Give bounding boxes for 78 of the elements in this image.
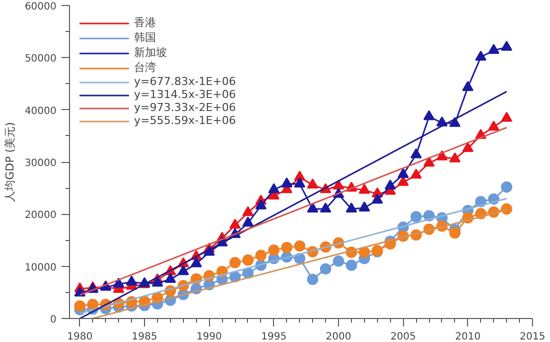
x-tick-label: 2015 xyxy=(520,332,546,342)
point xyxy=(268,183,280,194)
x-tick-label: 2010 xyxy=(455,332,481,342)
point xyxy=(294,177,306,188)
point xyxy=(320,263,332,275)
point xyxy=(500,181,512,193)
point xyxy=(488,120,500,131)
point xyxy=(410,168,422,179)
point xyxy=(488,44,500,54)
point xyxy=(423,110,435,120)
y-tick-label: 0 xyxy=(50,314,57,326)
point xyxy=(242,254,254,266)
point xyxy=(178,265,189,276)
point xyxy=(87,298,98,310)
point xyxy=(384,180,396,190)
point xyxy=(358,184,370,194)
point xyxy=(152,276,164,287)
legend-label: 台湾 xyxy=(134,60,156,75)
x-tick-label: 1990 xyxy=(196,332,222,342)
point xyxy=(346,260,358,271)
point xyxy=(346,202,358,212)
x-tick-label: 1980 xyxy=(67,332,93,342)
legend-label: 韩国 xyxy=(134,30,156,45)
point xyxy=(229,257,241,268)
x-tick-label: 2005 xyxy=(390,332,416,342)
y-tick-label: 50000 xyxy=(24,54,56,65)
point xyxy=(449,227,461,239)
point xyxy=(164,272,176,283)
point xyxy=(332,255,344,267)
point xyxy=(449,116,461,127)
point xyxy=(500,40,512,51)
legend-label: y=555.59x-1E+06 xyxy=(134,114,236,127)
x-tick-label: 1985 xyxy=(132,332,158,342)
legend-label: 新加坡 xyxy=(134,45,167,60)
point xyxy=(462,142,474,152)
point xyxy=(294,240,306,252)
y-tick-label: 20000 xyxy=(24,210,56,222)
point xyxy=(229,218,241,229)
x-tick-label: 1995 xyxy=(261,332,287,342)
y-axis-title: 人均GDP (美元) xyxy=(4,122,17,202)
point xyxy=(126,276,138,286)
point xyxy=(281,242,292,254)
legend-label: y=973.33x-2E+06 xyxy=(134,101,236,114)
point xyxy=(500,203,512,215)
legend-label: y=1314.5x-3E+06 xyxy=(134,88,236,101)
point xyxy=(372,194,383,204)
point xyxy=(306,274,318,286)
y-tick-label: 30000 xyxy=(24,158,56,169)
point xyxy=(190,257,202,268)
point xyxy=(358,201,370,212)
point xyxy=(410,148,422,158)
y-tick-label: 40000 xyxy=(24,106,56,117)
legend-label: 香港 xyxy=(134,15,156,30)
point xyxy=(112,278,124,288)
point xyxy=(242,206,254,216)
point xyxy=(358,246,370,258)
point xyxy=(462,80,474,91)
point xyxy=(410,211,422,222)
point xyxy=(74,300,86,312)
point xyxy=(242,216,254,227)
point xyxy=(281,177,292,188)
point xyxy=(268,244,280,256)
point xyxy=(449,152,461,162)
point xyxy=(320,202,332,212)
point xyxy=(423,156,435,167)
point xyxy=(500,112,512,122)
point xyxy=(332,180,344,190)
point xyxy=(255,250,267,262)
point xyxy=(398,168,409,178)
y-tick-label: 10000 xyxy=(24,262,56,274)
point xyxy=(255,199,267,210)
point xyxy=(436,150,448,160)
legend-label: y=677.83x-1E+06 xyxy=(134,75,236,88)
x-tick-label: 2000 xyxy=(326,332,352,342)
y-tick-label: 60000 xyxy=(24,2,56,12)
point xyxy=(306,202,318,212)
point xyxy=(306,178,318,188)
point xyxy=(475,50,486,61)
